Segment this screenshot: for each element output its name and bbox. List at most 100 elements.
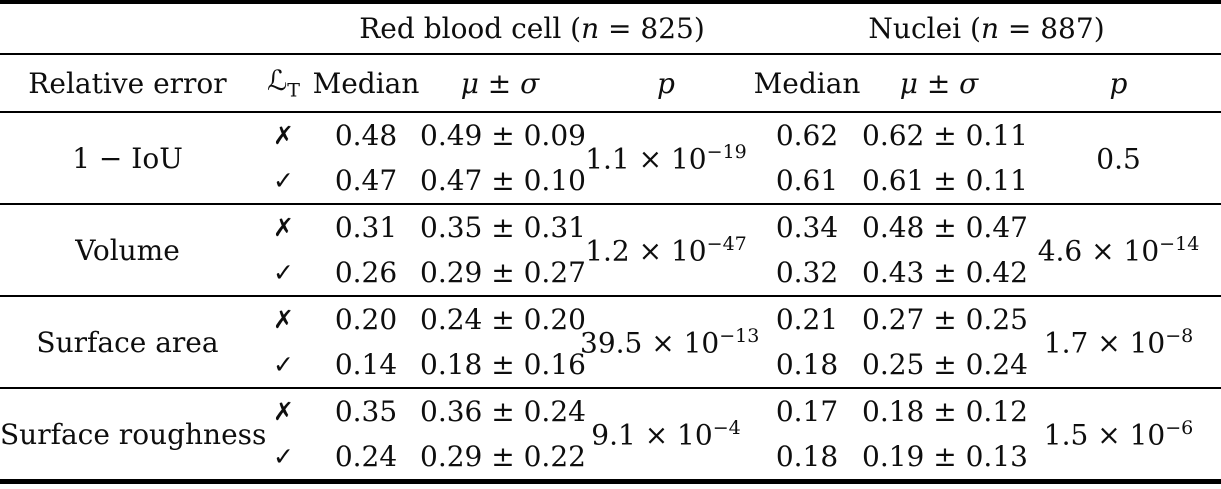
cross-icon: ✗: [273, 121, 294, 150]
p-mantissa: 1.7 × 10: [1043, 326, 1166, 360]
nuclei-no-median: 0.17: [775, 395, 839, 428]
p-mantissa: 4.6 × 10: [1037, 234, 1160, 268]
rbc-no-mu-sigma: 0.36 ± 0.24: [420, 395, 586, 428]
group-header-spacer: [0, 2, 312, 55]
nuclei-no-median: 0.62: [775, 119, 839, 152]
check-icon: ✓: [273, 442, 294, 471]
rbc-yes-median: 0.47: [334, 164, 398, 197]
rbc-p-value: 39.5 × 10−13: [580, 296, 759, 388]
nuclei-no-median: 0.21: [775, 303, 839, 336]
rbc-yes-median: 0.26: [334, 256, 398, 289]
nuclei-yes-mu-sigma: 0.25 ± 0.24: [862, 348, 1028, 381]
nuclei-no-mu-sigma: 0.18 ± 0.12: [862, 395, 1028, 428]
group-label-suffix: = 887): [998, 12, 1105, 45]
rbc-yes-median: 0.14: [334, 348, 398, 381]
row-block-surface-area: Surface area ✗ 0.20 0.24 ± 0.20 39.5 × 1…: [0, 296, 1221, 388]
rbc-yes-mu-sigma: 0.29 ± 0.22: [420, 440, 586, 473]
rbc-yes-mu-sigma: 0.18 ± 0.16: [420, 348, 586, 381]
group-label-prefix: Nuclei (: [868, 12, 981, 45]
nuclei-yes-mu-sigma: 0.43 ± 0.42: [862, 256, 1028, 289]
column-header-relative-error: Relative error: [0, 54, 255, 113]
table-row: ✓ 0.14 0.18 ± 0.16 0.18 0.25 ± 0.24: [0, 342, 1221, 388]
loss-subscript: T: [287, 79, 300, 102]
p-mantissa: 9.1 × 10: [591, 418, 713, 452]
rbc-p-value: 9.1 × 10−4: [580, 388, 752, 482]
table-row: Volume ✗ 0.31 0.35 ± 0.31 1.2 × 10−47 0.…: [0, 204, 1221, 267]
group-label-suffix: = 825): [599, 12, 705, 45]
rbc-yes-median: 0.24: [334, 440, 398, 473]
row-label-surface-roughness: Surface roughness: [0, 417, 267, 451]
cross-icon: ✗: [273, 213, 294, 242]
table-row: 1 − IoU ✗ 0.48 0.49 ± 0.09 1.1 × 10−19 0…: [0, 112, 1221, 175]
rbc-no-mu-sigma: 0.24 ± 0.20: [420, 303, 586, 336]
rbc-no-median: 0.48: [334, 119, 398, 152]
nuclei-yes-mu-sigma: 0.61 ± 0.11: [862, 164, 1028, 197]
column-header-loss: ℒT: [255, 54, 312, 113]
cross-icon: ✗: [273, 305, 294, 334]
nuclei-yes-median: 0.61: [775, 164, 839, 197]
group-n-var: n: [980, 12, 999, 45]
table-row: ✓ 0.24 0.29 ± 0.22 0.18 0.19 ± 0.13: [0, 434, 1221, 482]
check-icon: ✓: [273, 166, 294, 195]
rbc-p-value: 1.1 × 10−19: [580, 112, 752, 204]
table-row: ✓ 0.26 0.29 ± 0.27 0.32 0.43 ± 0.42: [0, 250, 1221, 296]
nuclei-yes-median: 0.18: [775, 440, 839, 473]
group-header-row: Red blood cell (n = 825) Nuclei (n = 887…: [0, 2, 1221, 55]
column-header-mu-sigma-nuclei: μ ± σ: [862, 54, 1017, 113]
p-mantissa: 0.5: [1096, 142, 1141, 176]
nuclei-yes-median: 0.18: [775, 348, 839, 381]
column-header-mu-sigma-rbc: μ ± σ: [420, 54, 580, 113]
row-label-volume: Volume: [75, 233, 180, 267]
p-mantissa: 39.5 × 10: [580, 326, 720, 360]
column-header-median-rbc: Median: [312, 54, 420, 113]
nuclei-yes-median: 0.32: [775, 256, 839, 289]
rbc-yes-mu-sigma: 0.47 ± 0.10: [420, 164, 586, 197]
table-row: Surface roughness ✗ 0.35 0.36 ± 0.24 9.1…: [0, 388, 1221, 451]
nuclei-p-value: 0.5: [1016, 112, 1221, 204]
p-mantissa: 1.5 × 10: [1043, 418, 1166, 452]
table-row: ✓ 0.47 0.47 ± 0.10 0.61 0.61 ± 0.11: [0, 158, 1221, 204]
table-header: Red blood cell (n = 825) Nuclei (n = 887…: [0, 2, 1221, 113]
nuclei-no-median: 0.34: [775, 211, 839, 244]
nuclei-no-mu-sigma: 0.62 ± 0.11: [862, 119, 1028, 152]
nuclei-no-mu-sigma: 0.48 ± 0.47: [862, 211, 1028, 244]
column-header-median-nuclei: Median: [752, 54, 863, 113]
p-mantissa: 1.1 × 10: [585, 142, 707, 176]
check-icon: ✓: [273, 258, 294, 287]
p-exponent: −8: [1165, 324, 1194, 347]
column-header-row: Relative error ℒT Median μ ± σ p Median …: [0, 54, 1221, 113]
nuclei-p-value: 4.6 × 10−14: [1016, 204, 1221, 296]
column-header-p-nuclei: p: [1016, 54, 1221, 113]
p-exponent: −4: [712, 416, 741, 439]
loss-symbol: ℒ: [267, 64, 288, 98]
row-block-surface-roughness: Surface roughness ✗ 0.35 0.36 ± 0.24 9.1…: [0, 388, 1221, 482]
row-label-1-iou: 1 − IoU: [72, 141, 183, 175]
column-header-p-rbc: p: [580, 54, 753, 113]
row-block-1-iou: 1 − IoU ✗ 0.48 0.49 ± 0.09 1.1 × 10−19 0…: [0, 112, 1221, 204]
rbc-no-mu-sigma: 0.49 ± 0.09: [420, 119, 586, 152]
group-label-prefix: Red blood cell (: [359, 12, 582, 45]
rbc-no-median: 0.31: [334, 211, 398, 244]
p-exponent: −19: [706, 140, 747, 163]
group-n-var: n: [581, 12, 600, 45]
group-header-red-blood-cell: Red blood cell (n = 825): [312, 2, 753, 55]
rbc-no-mu-sigma: 0.35 ± 0.31: [420, 211, 586, 244]
cross-icon: ✗: [273, 397, 294, 426]
nuclei-yes-mu-sigma: 0.19 ± 0.13: [862, 440, 1028, 473]
p-exponent: −13: [719, 324, 760, 347]
row-block-volume: Volume ✗ 0.31 0.35 ± 0.31 1.2 × 10−47 0.…: [0, 204, 1221, 296]
nuclei-no-mu-sigma: 0.27 ± 0.25: [862, 303, 1028, 336]
p-exponent: −47: [706, 232, 747, 255]
rbc-yes-mu-sigma: 0.29 ± 0.27: [420, 256, 586, 289]
table-row: Surface area ✗ 0.20 0.24 ± 0.20 39.5 × 1…: [0, 296, 1221, 359]
p-exponent: −14: [1159, 232, 1200, 255]
rbc-no-median: 0.20: [334, 303, 398, 336]
p-exponent: −6: [1165, 416, 1194, 439]
nuclei-p-value: 1.7 × 10−8: [1016, 296, 1221, 388]
p-mantissa: 1.2 × 10: [585, 234, 707, 268]
rbc-no-median: 0.35: [334, 395, 398, 428]
rbc-p-value: 1.2 × 10−47: [580, 204, 752, 296]
check-icon: ✓: [273, 350, 294, 379]
nuclei-p-value: 1.5 × 10−6: [1016, 388, 1221, 482]
